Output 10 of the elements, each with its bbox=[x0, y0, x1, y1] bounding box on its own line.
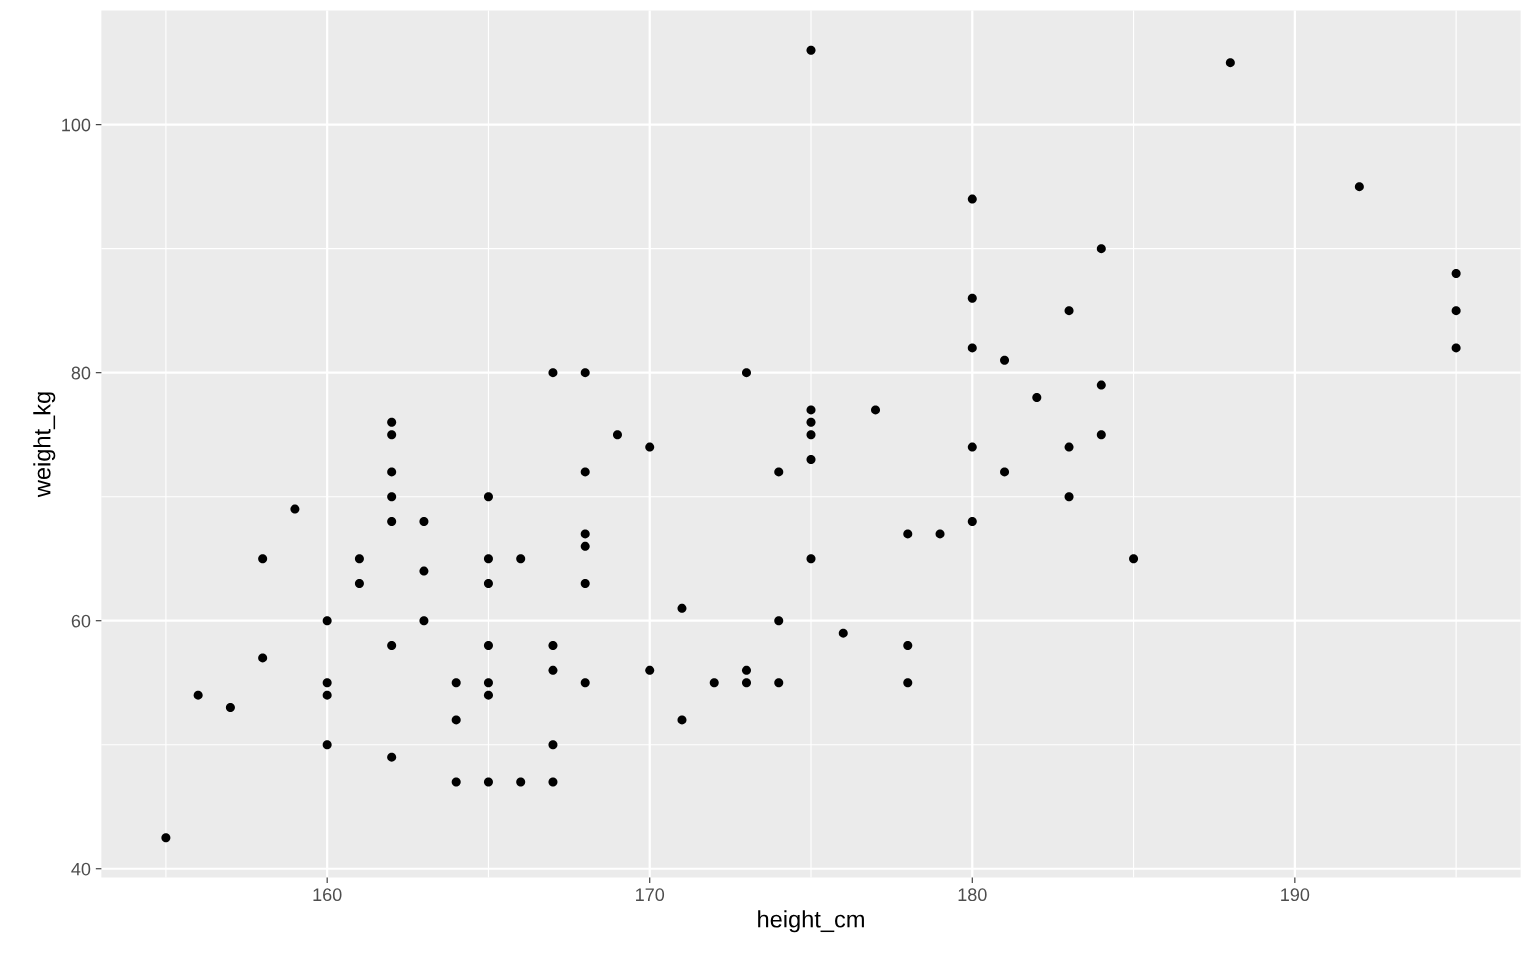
x-axis-title: height_cm bbox=[758, 910, 864, 933]
x-tick-label: 170 bbox=[636, 888, 665, 902]
x-tick-label: 190 bbox=[1281, 888, 1310, 902]
y-tick-label: 40 bbox=[71, 862, 91, 876]
y-tick-label: 80 bbox=[71, 366, 91, 380]
x-tick-label: 180 bbox=[958, 888, 987, 902]
y-axis-title: weight_kg bbox=[33, 392, 56, 498]
y-tick-label: 60 bbox=[71, 614, 91, 628]
x-tick-label: 160 bbox=[313, 888, 342, 902]
y-tick-label: 100 bbox=[62, 118, 91, 132]
